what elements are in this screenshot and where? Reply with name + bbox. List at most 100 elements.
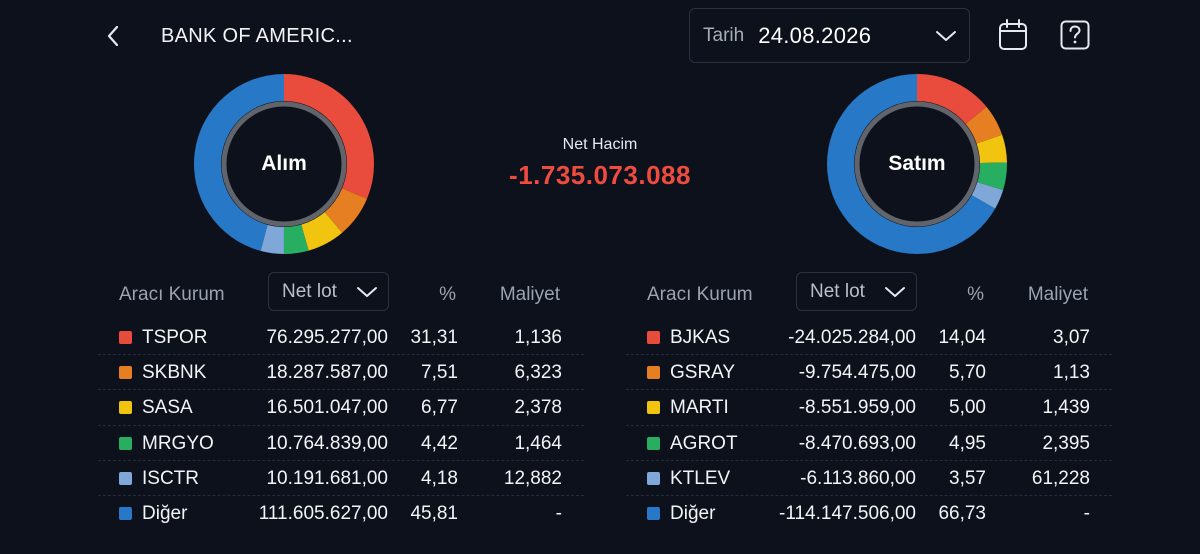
- date-select[interactable]: Tarih 24.08.2026: [689, 8, 970, 63]
- percent-value: 5,00: [949, 397, 986, 419]
- legend-swatch: [647, 436, 660, 450]
- legend-swatch: [647, 401, 660, 415]
- table-row: ISCTR 10.191.681,00 4,18 12,882: [98, 461, 584, 496]
- cost-value: 1,136: [514, 327, 562, 348]
- cost-value: 2,378: [514, 397, 562, 419]
- table-row: BJKAS -24.025.284,00 14,04 3,07: [626, 320, 1112, 356]
- broker-code: AGROT: [670, 432, 738, 454]
- percent-value: 5,70: [949, 362, 986, 384]
- donut-slice-marti: [976, 134, 1007, 163]
- cost-value: 61,228: [1031, 467, 1090, 489]
- buy-table-header: Aracı Kurum Net lot % Maliyet: [98, 272, 584, 312]
- cost-value: 3,07: [1053, 327, 1090, 348]
- percent-value: 3,57: [949, 467, 986, 489]
- buy-rows: TSPOR 76.295.277,00 31,31 1,136 SKBNK 18.287.…: [98, 320, 584, 531]
- broker-code: BJKAS: [670, 327, 731, 348]
- cost-value: -: [555, 502, 562, 524]
- donut-inner-ring: [221, 101, 347, 227]
- buy-col-percent: %: [439, 284, 456, 305]
- buy-chart-label: Alım: [261, 152, 307, 175]
- donut-hole: [860, 107, 974, 221]
- table-row: Diğer -114.147.506,00 66,73 -: [626, 496, 1112, 531]
- back-button[interactable]: [98, 20, 128, 52]
- cost-value: 6,323: [514, 362, 562, 384]
- donut-slice-gsray: [965, 106, 1003, 144]
- broker-code: MARTI: [670, 397, 729, 419]
- table-row: GSRAY -9.754.475,00 5,70 1,13: [626, 355, 1112, 391]
- legend-swatch: [647, 471, 660, 485]
- sell-donut-chart: Satım: [827, 74, 1007, 254]
- broker-code: Diğer: [670, 502, 716, 524]
- percent-value: 14,04: [938, 327, 986, 348]
- net-lot-value: 111.605.627,00: [258, 502, 388, 524]
- legend-swatch: [119, 506, 132, 520]
- table-row: KTLEV -6.113.860,00 3,57 61,228: [626, 461, 1112, 496]
- percent-value: 31,31: [410, 327, 458, 348]
- page-title: BANK OF AMERIC...: [161, 25, 353, 47]
- donut-slice-skbnk: [324, 188, 368, 233]
- broker-code: KTLEV: [670, 467, 731, 489]
- broker-code: SKBNK: [142, 362, 207, 384]
- buy-donut-chart: Alım: [193, 74, 374, 254]
- cost-value: 12,882: [503, 467, 562, 489]
- net-lot-value: -6.113.860,00: [800, 467, 916, 489]
- percent-value: 7,51: [421, 362, 458, 384]
- broker-code: MRGYO: [142, 432, 214, 454]
- net-lot-value: -9.754.475,00: [798, 362, 916, 384]
- donut-slice-mrgyo: [283, 224, 309, 254]
- help-icon: [1060, 20, 1090, 50]
- sell-lot-select[interactable]: Net lot: [796, 272, 917, 311]
- net-lot-value: -8.551.959,00: [798, 397, 916, 419]
- percent-value: 4,95: [949, 432, 986, 454]
- donut-slice-agrot: [977, 162, 1007, 191]
- buy-table: Aracı Kurum Net lot % Maliyet TSPOR 76.29…: [98, 272, 584, 531]
- sell-col-broker: Aracı Kurum: [647, 284, 753, 305]
- cost-value: 1,13: [1053, 362, 1090, 384]
- net-lot-value: 16.501.047,00: [266, 397, 388, 419]
- net-lot-value: -8.470.693,00: [798, 432, 916, 454]
- net-volume-value: -1.735.073.088: [509, 160, 691, 190]
- donut-inner-ring: [854, 101, 980, 227]
- sell-col-cost: Maliyet: [1027, 284, 1088, 305]
- table-row: TSPOR 76.295.277,00 31,31 1,136: [98, 320, 584, 356]
- legend-swatch: [119, 436, 132, 450]
- buy-lot-select[interactable]: Net lot: [268, 272, 389, 311]
- net-volume-label: Net Hacim: [562, 136, 638, 153]
- table-row: SASA 16.501.047,00 6,77 2,378: [98, 390, 584, 426]
- broker-code: GSRAY: [670, 362, 736, 384]
- percent-value: 66,73: [938, 502, 986, 524]
- chevron-down-icon: [936, 31, 956, 41]
- broker-code: Diğer: [142, 502, 188, 524]
- net-lot-value: 10.764.839,00: [266, 432, 388, 454]
- broker-code: TSPOR: [142, 327, 208, 348]
- buy-lot-select-label: Net lot: [282, 280, 337, 302]
- net-lot-value: 10.191.681,00: [266, 467, 388, 489]
- sell-chart-label: Satım: [888, 152, 946, 175]
- donut-slice-isctr: [260, 224, 284, 254]
- legend-swatch: [647, 331, 660, 344]
- calendar-button[interactable]: [996, 18, 1030, 52]
- donut-slice-diğer: [827, 74, 996, 254]
- legend-swatch: [119, 401, 132, 415]
- chevron-down-icon: [357, 287, 377, 297]
- help-button[interactable]: [1058, 18, 1092, 52]
- date-value: 24.08.2026: [758, 22, 872, 48]
- legend-swatch: [119, 366, 132, 380]
- net-lot-value: -114.147.506,00: [779, 502, 916, 524]
- buy-col-cost: Maliyet: [499, 284, 560, 305]
- buy-col-broker: Aracı Kurum: [119, 284, 225, 305]
- net-lot-value: 18.287.587,00: [266, 362, 388, 384]
- donut-slice-ktlev: [971, 182, 1004, 209]
- broker-code: SASA: [142, 397, 193, 419]
- legend-swatch: [119, 331, 132, 344]
- sell-table: Aracı Kurum Net lot % Maliyet BJKAS -24.0…: [626, 272, 1112, 531]
- donut-slice-sasa: [301, 212, 343, 251]
- table-row: MRGYO 10.764.839,00 4,42 1,464: [98, 426, 584, 461]
- percent-value: 45,81: [410, 502, 458, 524]
- donut-slice-diğer: [193, 74, 284, 251]
- sell-lot-select-label: Net lot: [810, 280, 865, 302]
- calendar-icon: [999, 19, 1027, 50]
- chevron-down-icon: [885, 287, 905, 297]
- net-lot-value: 76.295.277,00: [266, 327, 388, 348]
- cost-value: 1,439: [1042, 397, 1090, 419]
